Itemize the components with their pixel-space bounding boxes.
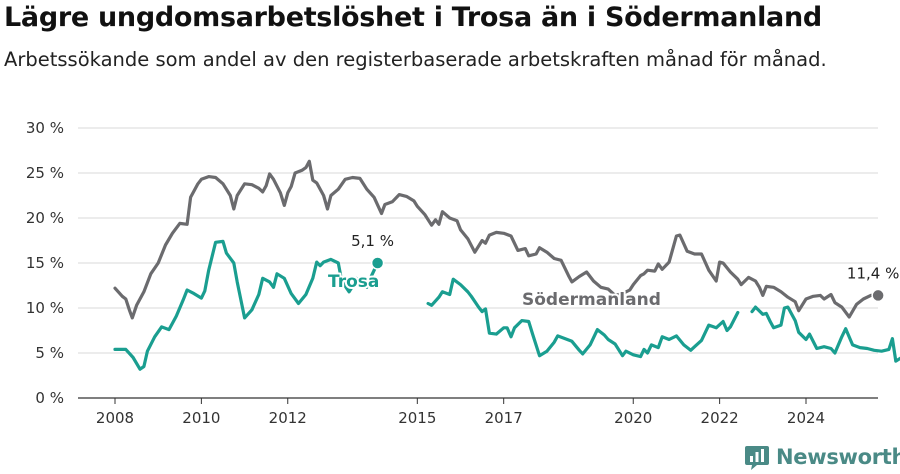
- series-label: Trosa: [328, 272, 379, 292]
- end-value-label: 11,4 %: [847, 264, 899, 282]
- x-tick-label: 2017: [485, 409, 523, 427]
- series-label: Södermanland: [522, 290, 661, 310]
- logo-text: Newsworthy: [776, 445, 900, 469]
- y-tick-label: 0 %: [35, 389, 64, 407]
- end-marker: [370, 256, 385, 270]
- x-tick-label: 2024: [787, 409, 825, 427]
- x-tick-label: 2015: [398, 409, 436, 427]
- y-axis: 0 % 5 % 10 % 15 % 20 % 25 % 30 %: [26, 119, 64, 407]
- y-tick-label: 20 %: [26, 209, 64, 227]
- series-lines: [113, 159, 900, 371]
- newsworthy-logo-icon: [745, 446, 769, 470]
- newsworthy-logo[interactable]: Newsworthy: [744, 442, 900, 472]
- end-value-label: 5,1 %: [351, 232, 394, 250]
- page-title: Lägre ungdomsarbetslöshet i Trosa än i S…: [4, 2, 822, 33]
- series-line-trosa: [113, 239, 380, 371]
- series-line-södermanland: [113, 159, 880, 320]
- x-tick-label: 2020: [614, 409, 652, 427]
- y-tick-label: 5 %: [35, 344, 64, 362]
- series-line-trosa: [426, 277, 740, 359]
- y-tick-label: 15 %: [26, 254, 64, 272]
- series-line-trosa: [750, 305, 900, 363]
- x-tick-label: 2022: [701, 409, 739, 427]
- x-tick-label: 2012: [269, 409, 307, 427]
- gridlines: [78, 127, 878, 399]
- y-tick-label: 10 %: [26, 299, 64, 317]
- x-tick-label: 2010: [182, 409, 220, 427]
- y-tick-label: 25 %: [26, 164, 64, 182]
- end-marker: [871, 288, 885, 303]
- series-labels: 11,4 % 5,1 % Trosa Södermanland: [326, 232, 899, 312]
- x-tick-label: 2008: [96, 409, 134, 427]
- y-tick-label: 30 %: [26, 119, 64, 137]
- x-axis: 2008 2010 2012 2015 2017 2020 2022 2024: [96, 398, 825, 427]
- chart-subtitle: Arbetssökande som andel av den registerb…: [4, 48, 827, 71]
